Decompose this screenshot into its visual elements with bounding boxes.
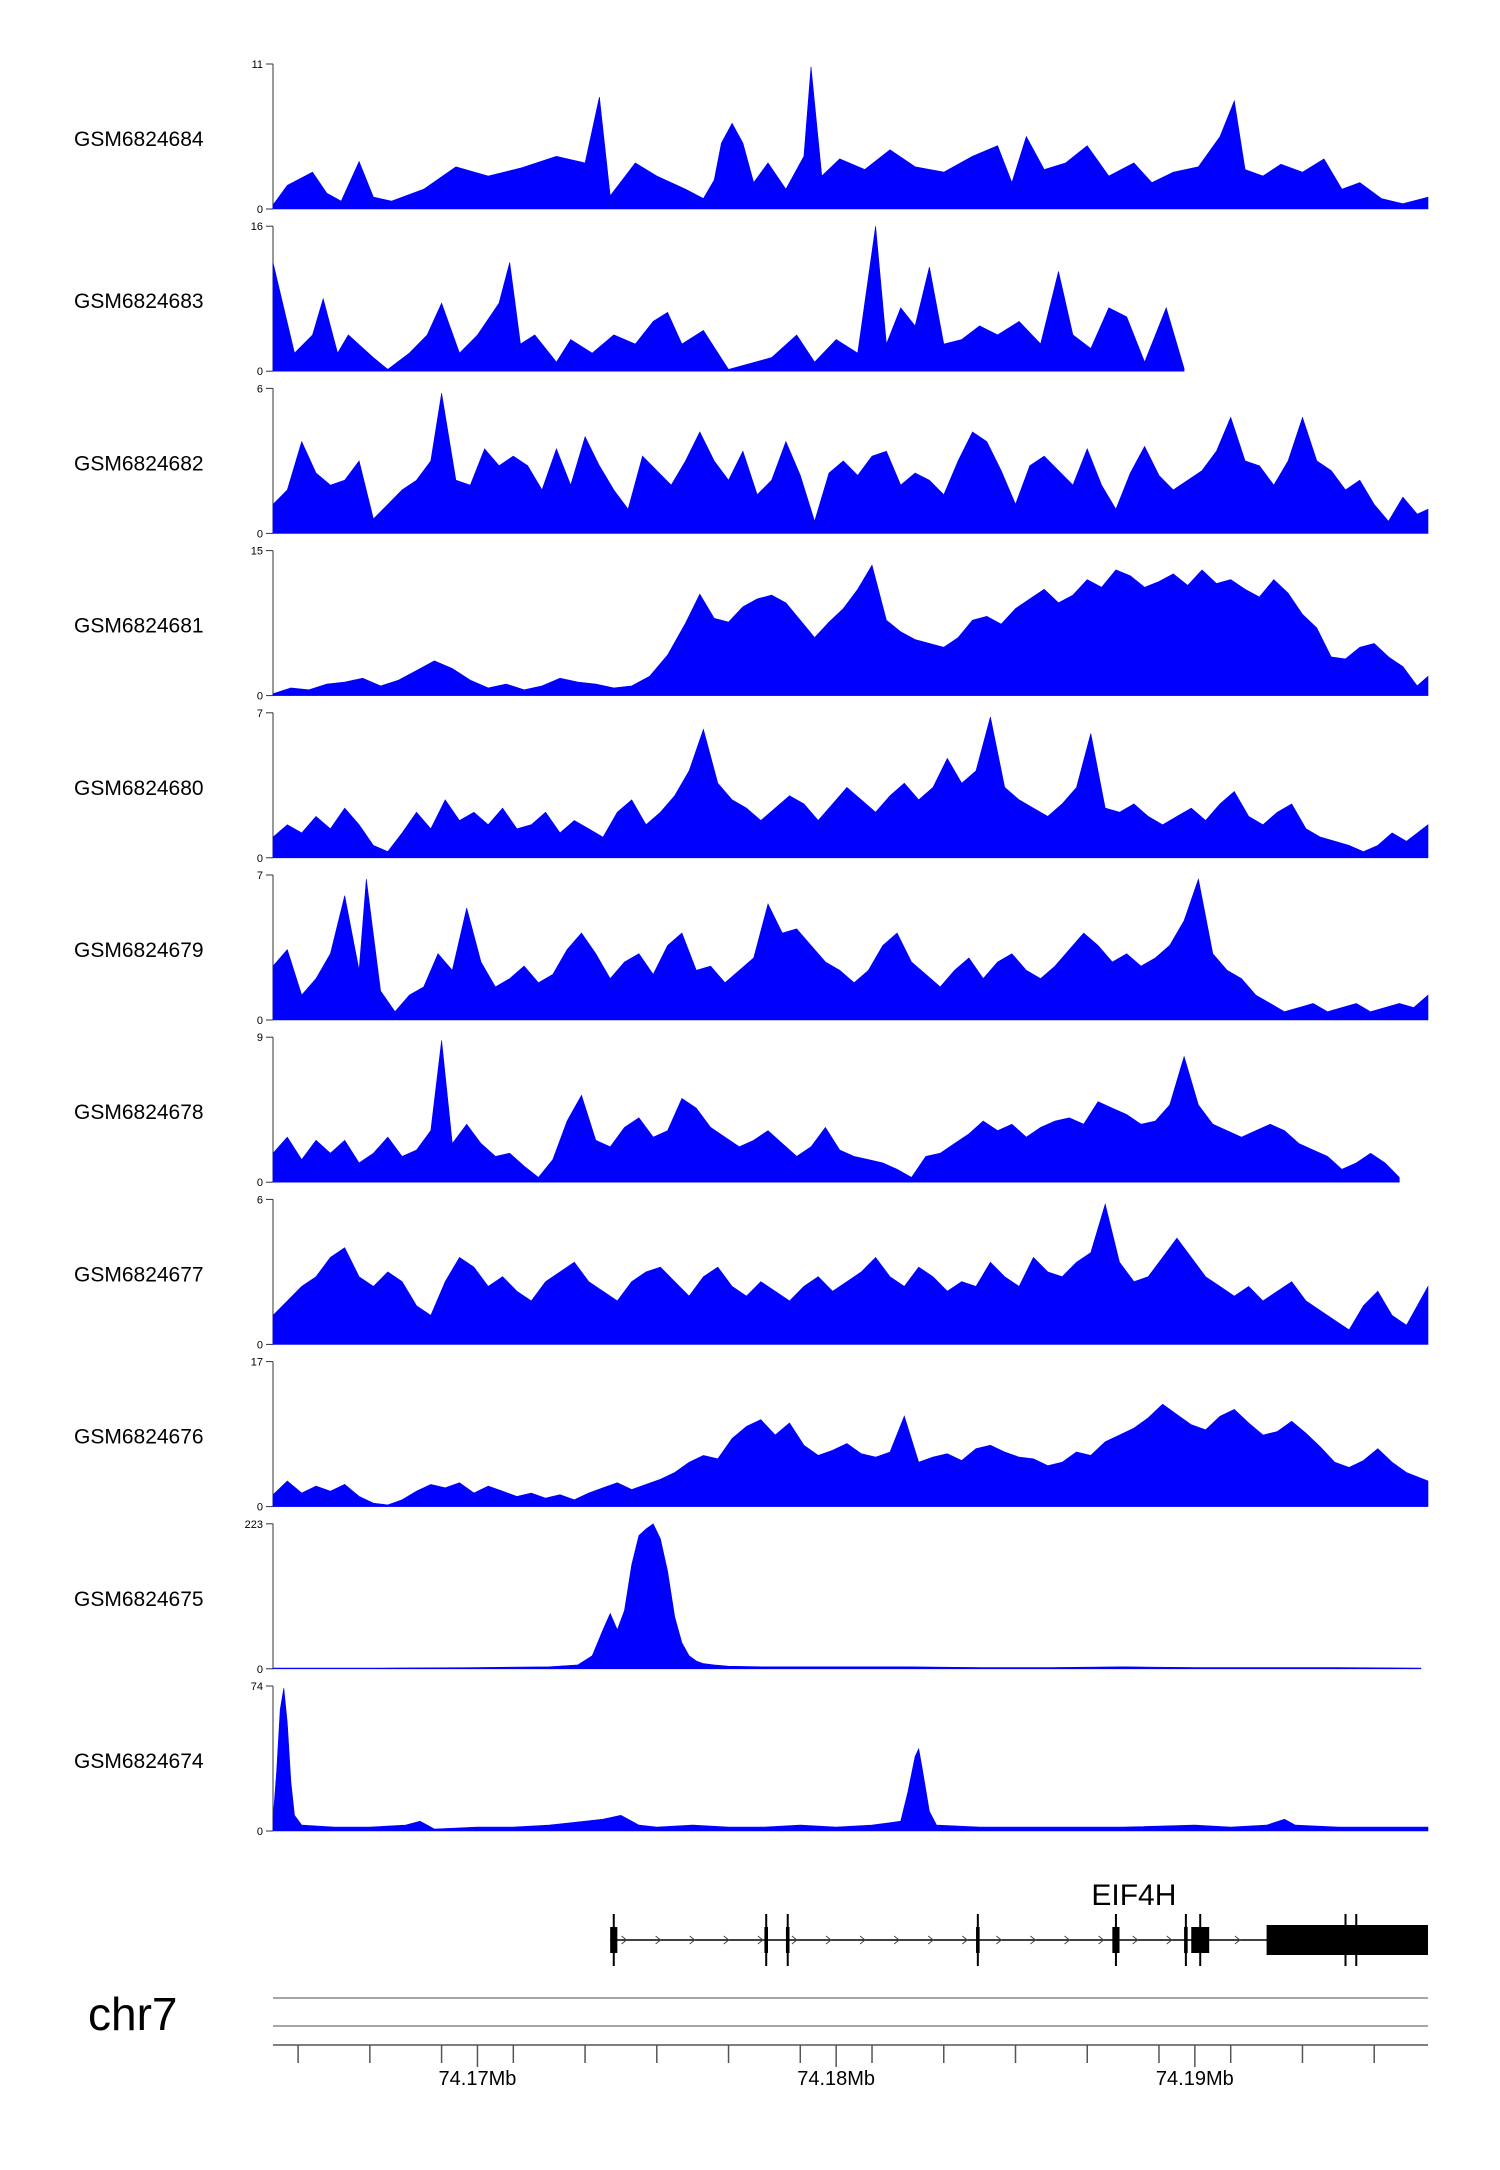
y-tick-min-label: 0	[257, 366, 263, 378]
axis-tick-label: 74.18Mb	[797, 2068, 875, 2090]
track-GSM6824680: GSM6824680 7 0	[74, 708, 1429, 865]
track-GSM6824682: GSM6824682 6 0	[74, 383, 1429, 540]
coverage-tracks: GSM6824684110GSM6824683160GSM682468260GS…	[74, 59, 1429, 1838]
track-label: GSM6824681	[74, 615, 204, 638]
track-label: GSM6824682	[74, 452, 204, 475]
y-tick-max-label: 6	[257, 383, 263, 395]
y-tick-min-label: 0	[257, 853, 263, 865]
y-tick-max-label: 6	[257, 1194, 263, 1206]
track-GSM6824674: GSM6824674 74 0	[74, 1681, 1429, 1838]
strand-arrow	[689, 1935, 696, 1945]
y-tick-min-label: 0	[257, 1339, 263, 1351]
coverage-area	[272, 1523, 1422, 1670]
track-label: GSM6824679	[74, 939, 204, 962]
coverage-area	[272, 226, 1185, 372]
genome-axis: chr7 74.17Mb 74.18Mb 74.19Mb	[88, 1988, 1428, 2090]
track-GSM6824675: GSM6824675 223 0	[74, 1519, 1422, 1676]
track-label: GSM6824674	[74, 1750, 204, 1773]
track-label: GSM6824675	[74, 1588, 204, 1611]
strand-arrow	[996, 1935, 1003, 1945]
coverage-area	[272, 716, 1429, 859]
y-tick-min-label: 0	[257, 691, 263, 703]
coverage-area	[272, 1040, 1400, 1183]
strand-arrow	[1166, 1935, 1173, 1945]
y-tick-max-label: 15	[251, 546, 263, 558]
chromosome-label: chr7	[88, 1988, 177, 2040]
axis-tick-label: 74.17Mb	[439, 2068, 517, 2090]
coverage-area	[272, 1203, 1429, 1345]
track-GSM6824684: GSM6824684 11 0	[74, 59, 1429, 216]
y-tick-min-label: 0	[257, 1664, 263, 1676]
track-label: GSM6824678	[74, 1101, 204, 1124]
y-tick-min-label: 0	[257, 1015, 263, 1027]
y-tick-min-label: 0	[257, 528, 263, 540]
strand-arrow	[961, 1935, 969, 1945]
y-tick-max-label: 7	[257, 708, 263, 720]
coverage-area	[272, 1403, 1429, 1507]
track-GSM6824683: GSM6824683 16 0	[74, 221, 1185, 378]
strand-arrow	[621, 1935, 628, 1945]
strand-arrow	[859, 1935, 866, 1945]
strand-arrow	[1030, 1935, 1037, 1945]
gene-track: EIF4H	[610, 1879, 1428, 1966]
strand-arrow	[1098, 1935, 1105, 1945]
y-tick-max-label: 74	[251, 1681, 263, 1693]
y-tick-max-label: 9	[257, 1032, 263, 1044]
strand-arrow	[1064, 1935, 1071, 1945]
strand-arrow	[723, 1935, 730, 1945]
track-GSM6824676: GSM6824676 17 0	[74, 1357, 1429, 1514]
track-GSM6824678: GSM6824678 9 0	[74, 1032, 1400, 1189]
y-tick-min-label: 0	[257, 1177, 263, 1189]
strand-arrow	[927, 1935, 935, 1945]
strand-arrow	[791, 1935, 798, 1945]
y-tick-max-label: 17	[251, 1357, 263, 1369]
strand-arrow	[1234, 1935, 1241, 1945]
strand-arrow	[757, 1935, 764, 1945]
track-label: GSM6824684	[74, 128, 204, 151]
coverage-area	[272, 393, 1429, 534]
strand-arrow	[655, 1935, 662, 1945]
strand-arrow	[1132, 1935, 1139, 1945]
track-label: GSM6824680	[74, 777, 204, 800]
y-tick-max-label: 16	[251, 221, 263, 233]
track-label: GSM6824676	[74, 1426, 204, 1449]
y-tick-max-label: 11	[252, 59, 263, 71]
coverage-area	[272, 1687, 1429, 1832]
track-label: GSM6824683	[74, 290, 204, 313]
track-label: GSM6824677	[74, 1263, 204, 1286]
y-tick-max-label: 223	[245, 1519, 263, 1531]
axis-tick-label: 74.19Mb	[1156, 2068, 1234, 2090]
y-tick-min-label: 0	[257, 1826, 263, 1838]
track-GSM6824681: GSM6824681 15 0	[74, 546, 1429, 703]
y-tick-min-label: 0	[257, 1502, 263, 1514]
gene-label: EIF4H	[1091, 1879, 1176, 1912]
coverage-area	[272, 564, 1429, 696]
strand-arrow	[825, 1935, 832, 1945]
track-GSM6824679: GSM6824679 7 0	[74, 870, 1429, 1027]
coverage-area	[272, 877, 1429, 1021]
track-GSM6824677: GSM6824677 6 0	[74, 1194, 1429, 1351]
coverage-area	[272, 66, 1429, 210]
strand-arrow	[893, 1935, 900, 1945]
y-tick-min-label: 0	[257, 204, 263, 216]
y-tick-max-label: 7	[257, 870, 263, 882]
